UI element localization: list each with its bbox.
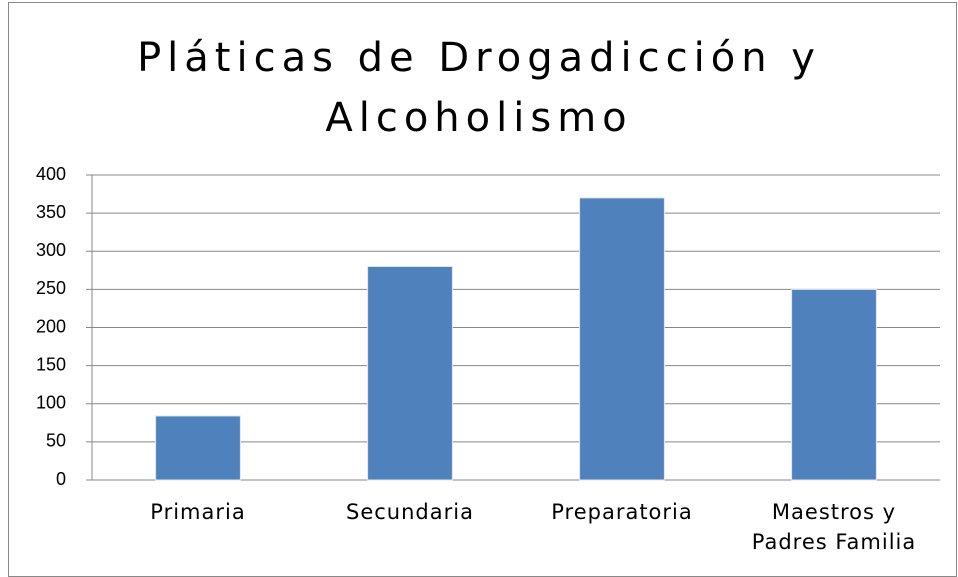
chart-title: Pláticas de Drogadicción y Alcoholismo	[137, 35, 821, 141]
bar	[579, 197, 665, 481]
y-tick-label: 250	[36, 278, 66, 298]
bar	[367, 266, 453, 481]
y-tick-label: 50	[46, 431, 66, 451]
x-tick-label: Preparatoria	[551, 500, 693, 524]
x-tick-label: Primaria	[150, 500, 246, 524]
y-tick-label: 0	[56, 469, 66, 489]
x-tick-label: Secundaria	[346, 500, 474, 524]
bar	[791, 288, 877, 481]
x-tick-label: Maestros y Padres Familia	[751, 500, 917, 554]
y-tick-label: 300	[36, 240, 66, 260]
bar	[155, 415, 241, 481]
y-tick-label: 150	[36, 354, 66, 374]
y-tick-label: 350	[36, 202, 66, 222]
y-tick-label: 400	[36, 164, 66, 184]
y-tick-label: 200	[36, 316, 66, 336]
y-tick-label: 100	[36, 393, 66, 413]
